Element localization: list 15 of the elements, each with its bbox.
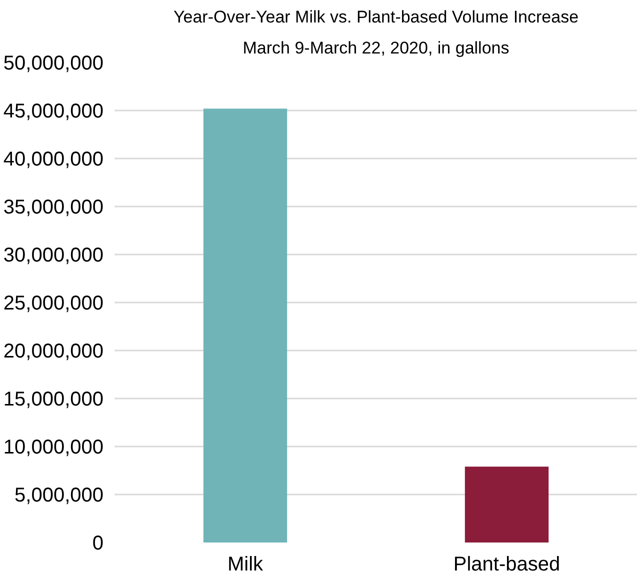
y-tick-label: 35,000,000 (3, 196, 104, 218)
x-tick-label: Milk (227, 554, 264, 576)
chart-title: Year-Over-Year Milk vs. Plant-based Volume Increase (173, 8, 579, 26)
chart-subtitle: March 9-March 22, 2020, in gallons (242, 38, 510, 58)
y-tick-label: 45,000,000 (3, 100, 104, 122)
y-tick-label: 10,000,000 (3, 436, 104, 458)
x-tick-label: Plant-based (453, 554, 560, 576)
y-tick-label: 40,000,000 (3, 148, 104, 170)
y-tick-label: 5,000,000 (14, 484, 104, 506)
y-tick-label: 25,000,000 (3, 292, 104, 314)
y-tick-label: 0 (92, 532, 104, 554)
y-tick-label: 30,000,000 (3, 244, 104, 266)
y-tick-label: 15,000,000 (3, 388, 104, 410)
y-tick-label: 50,000,000 (3, 52, 104, 74)
y-tick-label: 20,000,000 (3, 340, 104, 362)
